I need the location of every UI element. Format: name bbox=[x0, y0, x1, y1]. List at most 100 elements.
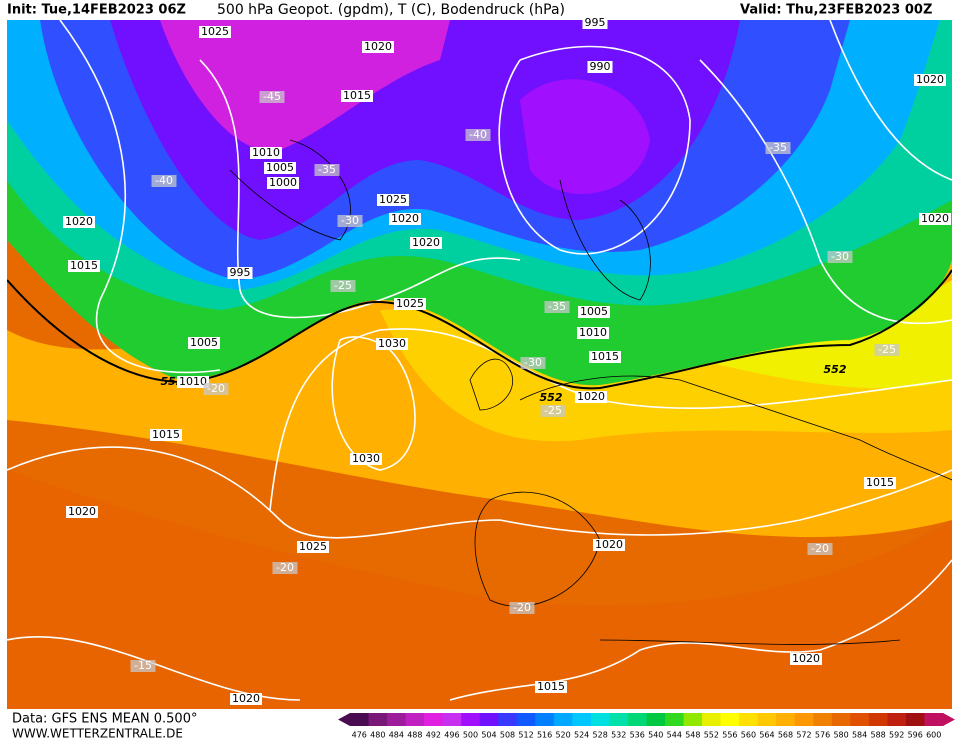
label-box bbox=[272, 562, 298, 574]
pressure-label: 1030 bbox=[352, 452, 380, 465]
label-box bbox=[807, 543, 833, 555]
pressure-label: 1000 bbox=[269, 176, 297, 189]
scale-swatch bbox=[831, 713, 851, 726]
scale-swatch bbox=[739, 713, 759, 726]
scale-label: 476 bbox=[352, 731, 367, 740]
pressure-label: 1020 bbox=[65, 215, 93, 228]
label-box bbox=[362, 41, 394, 53]
scale-label: 492 bbox=[426, 731, 441, 740]
scale-label: 524 bbox=[574, 731, 589, 740]
label-box bbox=[230, 693, 262, 705]
pressure-label: 1025 bbox=[396, 297, 424, 310]
scale-swatch bbox=[794, 713, 814, 726]
scale-label: 520 bbox=[555, 731, 570, 740]
pressure-label: 1020 bbox=[792, 652, 820, 665]
label-box bbox=[188, 337, 220, 349]
pressure-label: 1020 bbox=[364, 40, 392, 53]
scale-swatch bbox=[702, 713, 722, 726]
label-box bbox=[578, 306, 610, 318]
scale-label: 564 bbox=[759, 731, 774, 740]
scale-swatch bbox=[553, 713, 573, 726]
scale-label: 512 bbox=[518, 731, 533, 740]
temperature-label: -25 bbox=[544, 404, 562, 417]
label-box bbox=[919, 213, 951, 225]
temperature-label: -25 bbox=[878, 343, 896, 356]
label-box bbox=[520, 357, 546, 369]
scale-swatch bbox=[776, 713, 796, 726]
scale-swatch bbox=[387, 713, 407, 726]
pressure-label: 1030 bbox=[378, 337, 406, 350]
scale-swatch bbox=[887, 713, 907, 726]
label-box bbox=[227, 267, 253, 279]
scale-swatch bbox=[757, 713, 777, 726]
scale-label: 596 bbox=[908, 731, 923, 740]
scale-swatch bbox=[350, 713, 370, 726]
label-box bbox=[577, 327, 609, 339]
scale-swatch bbox=[368, 713, 388, 726]
data-source: Data: GFS ENS MEAN 0.500° bbox=[12, 712, 197, 727]
temperature-label: -35 bbox=[318, 163, 336, 176]
label-box bbox=[827, 251, 853, 263]
pressure-label: 1015 bbox=[343, 89, 371, 102]
scale-swatch bbox=[627, 713, 647, 726]
scale-swatch bbox=[646, 713, 666, 726]
label-box bbox=[68, 260, 100, 272]
scale-swatch bbox=[924, 713, 944, 726]
pressure-label: 1025 bbox=[379, 193, 407, 206]
scale-arrow-right bbox=[943, 713, 955, 726]
pressure-label: 1020 bbox=[412, 236, 440, 249]
temperature-label: -35 bbox=[548, 300, 566, 313]
scale-label: 548 bbox=[685, 731, 700, 740]
scale-label: 584 bbox=[852, 731, 867, 740]
scale-label: 588 bbox=[871, 731, 886, 740]
scale-label: 560 bbox=[741, 731, 756, 740]
scale-label: 496 bbox=[444, 731, 459, 740]
scale-swatch bbox=[609, 713, 629, 726]
pressure-label: 1005 bbox=[580, 305, 608, 318]
contour-552 bbox=[7, 269, 952, 390]
temperature-label: -25 bbox=[334, 279, 352, 292]
temperature-label: -20 bbox=[513, 601, 531, 614]
pressure-label: 1010 bbox=[179, 375, 207, 388]
contour-label: 552 bbox=[824, 363, 847, 376]
temperature-label: -30 bbox=[524, 356, 542, 369]
label-box bbox=[203, 383, 229, 395]
scale-label: 556 bbox=[722, 731, 737, 740]
scale-label: 600 bbox=[926, 731, 941, 740]
label-box bbox=[587, 61, 613, 73]
scale-swatch bbox=[498, 713, 518, 726]
label-box bbox=[199, 26, 231, 38]
scale-swatch bbox=[442, 713, 462, 726]
pressure-label: 1015 bbox=[70, 259, 98, 272]
pressure-label: 1020 bbox=[916, 73, 944, 86]
pressure-label: 1015 bbox=[866, 476, 894, 489]
temperature-label: -30 bbox=[831, 250, 849, 263]
label-box bbox=[544, 301, 570, 313]
scale-swatch bbox=[850, 713, 870, 726]
pressure-label: 990 bbox=[590, 60, 611, 73]
label-box bbox=[765, 142, 791, 154]
pressure-label: 1005 bbox=[266, 161, 294, 174]
label-box bbox=[535, 681, 567, 693]
pressure-label: 1020 bbox=[232, 692, 260, 705]
scale-swatch bbox=[813, 713, 833, 726]
label-box bbox=[151, 175, 177, 187]
scale-swatch bbox=[461, 713, 481, 726]
label-box bbox=[410, 237, 442, 249]
label-box bbox=[589, 351, 621, 363]
label-box bbox=[465, 129, 491, 141]
pressure-label: 1005 bbox=[190, 336, 218, 349]
scale-swatch bbox=[720, 713, 740, 726]
scale-label: 504 bbox=[481, 731, 496, 740]
scale-swatch bbox=[683, 713, 703, 726]
temperature-label: -20 bbox=[276, 561, 294, 574]
scale-swatch bbox=[405, 713, 425, 726]
label-box bbox=[864, 477, 896, 489]
pressure-label: 1020 bbox=[577, 390, 605, 403]
valid-text: Valid: Thu,23FEB2023 00Z bbox=[740, 3, 932, 18]
label-box bbox=[63, 216, 95, 228]
label-box bbox=[66, 506, 98, 518]
label-box bbox=[264, 162, 296, 174]
pressure-label: 1020 bbox=[921, 212, 949, 225]
